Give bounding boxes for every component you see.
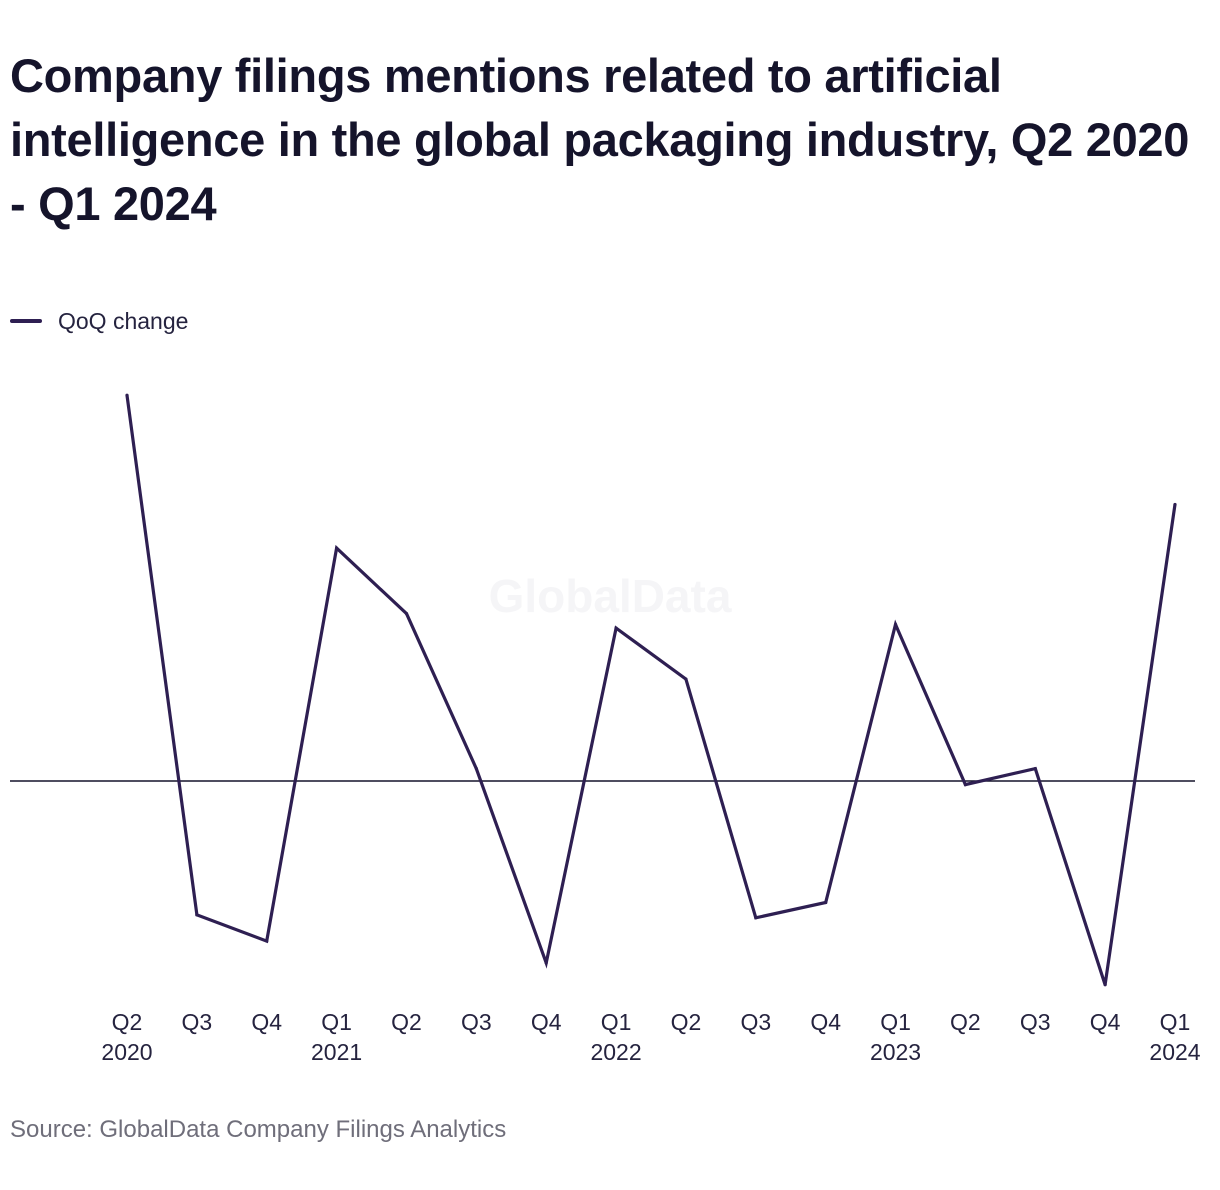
data-point <box>404 611 409 616</box>
x-tick-label: Q2 <box>950 1009 981 1035</box>
data-point <box>544 961 548 965</box>
x-tick-label: Q1 <box>1160 1009 1191 1035</box>
chart-title: Company filings mentions related to arti… <box>10 49 1190 230</box>
series-line-qoq-change <box>125 395 1177 986</box>
x-tick-label: Q2 <box>112 1009 143 1035</box>
data-point <box>684 677 688 681</box>
x-tick-year-label: 2020 <box>101 1039 152 1065</box>
data-point <box>754 916 758 920</box>
data-point <box>824 900 828 905</box>
x-tick-label: Q2 <box>671 1009 702 1035</box>
x-tick-year-label: 2021 <box>311 1039 362 1065</box>
series-layer <box>125 393 1177 987</box>
x-tick-label: Q4 <box>810 1009 841 1035</box>
legend-label: QoQ change <box>58 307 189 334</box>
x-tick-label: Q3 <box>182 1009 213 1035</box>
x-tick-label: Q2 <box>391 1009 422 1035</box>
data-point <box>1033 766 1037 771</box>
data-point <box>893 622 898 627</box>
data-point <box>335 546 339 550</box>
x-tick-year-label: 2024 <box>1149 1039 1200 1065</box>
x-tick-label: Q4 <box>1090 1009 1121 1035</box>
legend-swatch <box>10 319 42 323</box>
x-tick-label: Q3 <box>740 1009 771 1035</box>
data-point <box>614 626 618 630</box>
data-point <box>1173 502 1177 507</box>
x-tick-year-label: 2023 <box>870 1039 921 1065</box>
x-tick-label: Q1 <box>321 1009 352 1035</box>
data-point <box>1103 983 1107 987</box>
data-point <box>195 913 199 917</box>
data-point <box>963 783 968 787</box>
x-tick-label: Q4 <box>251 1009 282 1035</box>
data-point <box>125 393 129 397</box>
x-tick-label: Q3 <box>1020 1009 1051 1035</box>
data-point <box>265 939 269 943</box>
x-tick-year-label: 2022 <box>590 1039 641 1065</box>
x-tick-label: Q3 <box>461 1009 492 1035</box>
legend: QoQ change <box>10 306 188 336</box>
x-tick-label: Q1 <box>601 1009 632 1035</box>
x-tick-label: Q1 <box>880 1009 911 1035</box>
source-note: Source: GlobalData Company Filings Analy… <box>10 1116 507 1143</box>
x-tick-label: Q4 <box>531 1009 562 1035</box>
watermark: GlobalData <box>489 570 732 622</box>
x-axis-ticks: Q2 2020 Q3 Q4 Q1 2021 Q2 Q3 Q4 Q1 2022 Q2 Q3 Q4 Q1 2023… <box>101 1009 1200 1065</box>
data-point <box>474 766 478 771</box>
